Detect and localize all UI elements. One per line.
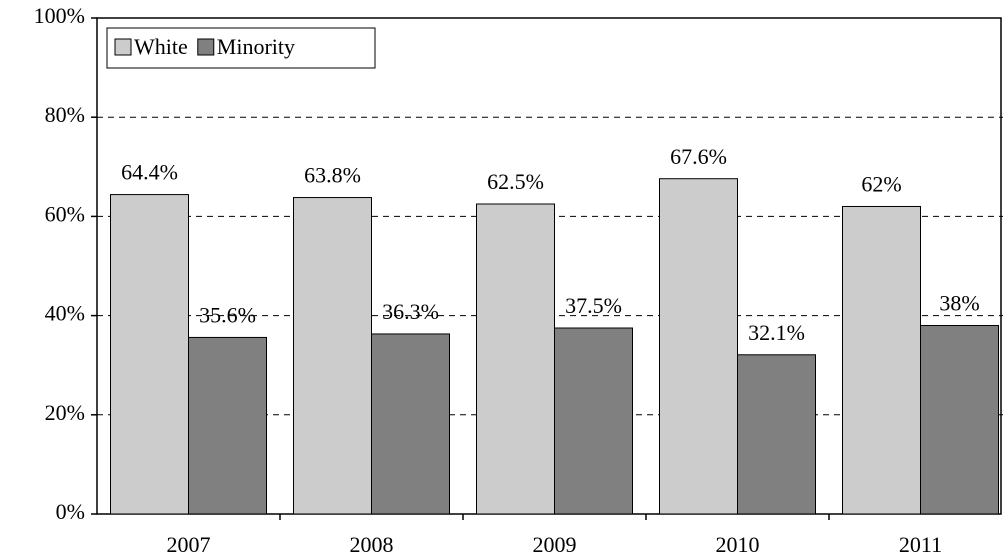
value-label: 67.6%: [670, 144, 727, 169]
y-tick-label: 0%: [56, 499, 85, 524]
x-tick-label: 2007: [167, 532, 211, 557]
x-tick-label: 2010: [716, 532, 760, 557]
x-tick-label: 2009: [533, 532, 577, 557]
value-label: 36.3%: [382, 299, 439, 324]
y-tick-label: 40%: [45, 301, 85, 326]
y-tick-label: 20%: [45, 400, 85, 425]
bar: [188, 336, 267, 515]
legend-swatch: [197, 38, 215, 56]
bar: [659, 178, 738, 515]
bar: [476, 203, 555, 515]
value-label: 38%: [939, 291, 979, 316]
value-label: 37.5%: [565, 293, 622, 318]
value-label: 62%: [861, 172, 901, 197]
legend-box: [106, 27, 376, 69]
x-tick-label: 2011: [899, 532, 942, 557]
legend-label: White: [134, 34, 188, 59]
bar: [371, 333, 450, 515]
bar: [842, 205, 921, 515]
value-label: 64.4%: [121, 160, 178, 185]
x-tick-label: 2008: [350, 532, 394, 557]
bar: [920, 325, 999, 515]
bar: [737, 354, 816, 515]
value-label: 62.5%: [487, 169, 544, 194]
value-label: 63.8%: [304, 163, 361, 188]
value-label: 35.6%: [199, 302, 256, 327]
bar: [554, 327, 633, 515]
y-tick-label: 80%: [45, 102, 85, 127]
bar: [110, 194, 189, 515]
legend-label: Minority: [217, 34, 295, 59]
y-tick-label: 100%: [34, 3, 85, 28]
y-tick-label: 60%: [45, 201, 85, 226]
bar: [293, 197, 372, 515]
legend-swatch: [114, 38, 132, 56]
value-label: 32.1%: [748, 320, 805, 345]
